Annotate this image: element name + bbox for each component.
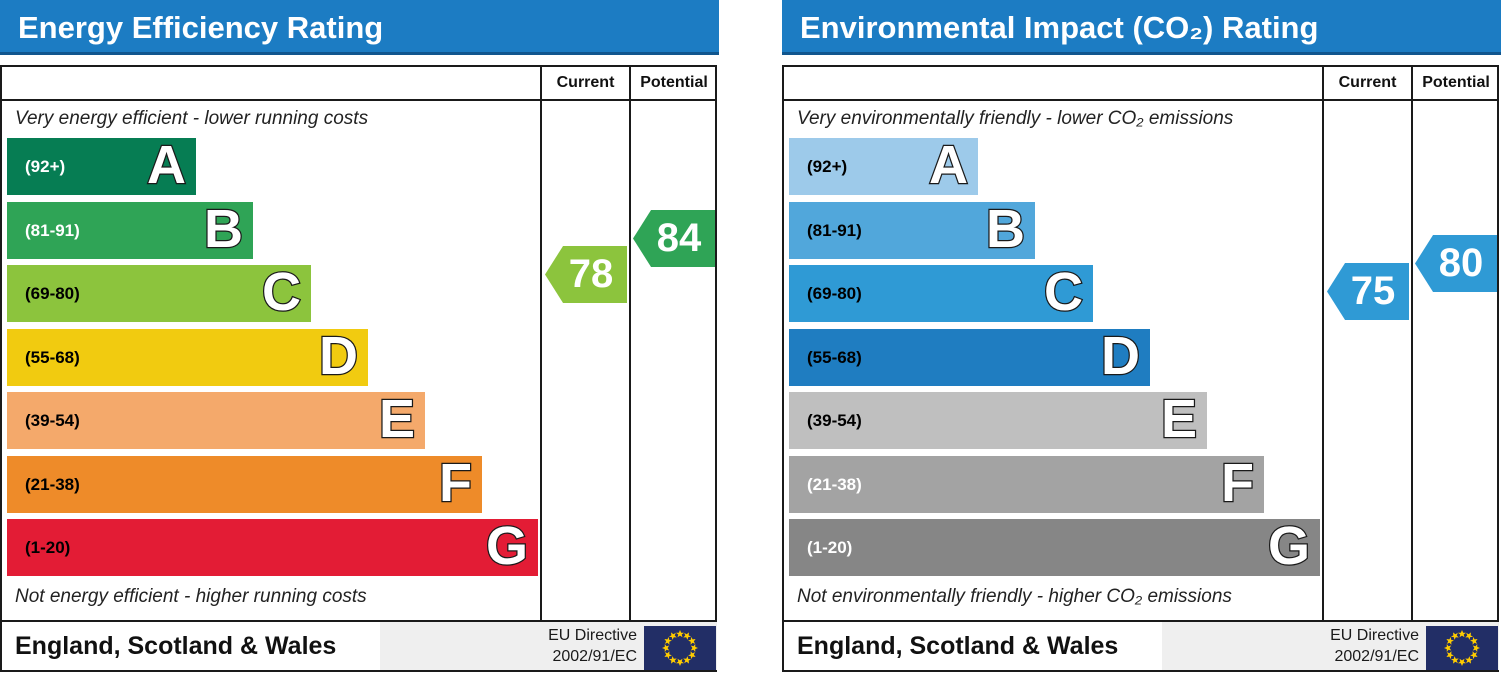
footer-divider [0, 620, 717, 622]
band-row-A: (92+) A [7, 135, 196, 195]
eu-directive-label: EU Directive 2002/91/EC [1297, 625, 1419, 667]
eu-flag-icon [1426, 626, 1498, 670]
band-letter: C [1043, 262, 1085, 322]
band-letter: B [985, 199, 1027, 259]
band-range-label: (1-20) [25, 538, 71, 557]
header-divider [0, 99, 717, 101]
band-letter: C [261, 262, 303, 322]
band-letter: B [203, 199, 245, 259]
rating-table-border [0, 65, 717, 672]
band-letter: E [1160, 389, 1199, 449]
band-letter: A [146, 135, 188, 195]
column-divider [629, 65, 631, 622]
band-range-label: (1-20) [807, 538, 853, 557]
band-row-C: (69-80) C [789, 262, 1093, 322]
band-row-E: (39-54) E [7, 389, 425, 449]
potential-rating-arrow: 84 [633, 210, 715, 267]
band-letter: D [318, 326, 360, 386]
band-range-label: (92+) [25, 157, 66, 176]
eu-directive-label: EU Directive 2002/91/EC [515, 625, 637, 667]
band-range-label: (69-80) [25, 284, 80, 303]
band-row-B: (81-91) B [7, 199, 253, 259]
current-column-header: Current [1338, 74, 1397, 91]
band-letter: F [438, 453, 474, 513]
band-row-E: (39-54) E [789, 389, 1207, 449]
band-range-label: (21-38) [25, 475, 80, 494]
band-letter: E [378, 389, 417, 449]
column-divider [1322, 65, 1324, 622]
header-divider [782, 99, 1499, 101]
band-row-B: (81-91) B [789, 199, 1035, 259]
band-range-label: (39-54) [807, 411, 862, 430]
band-range-label: (81-91) [807, 221, 862, 240]
band-row-D: (55-68) D [789, 326, 1150, 386]
current-rating-value: 75 [1350, 269, 1396, 313]
eu-flag-icon [644, 626, 716, 670]
column-divider [540, 65, 542, 622]
environmental-impact-panel: Environmental Impact (CO₂) Rating Curren… [782, 0, 1501, 675]
band-letter: G [485, 516, 530, 576]
potential-rating-value: 84 [656, 216, 702, 260]
band-letter: D [1100, 326, 1142, 386]
panel-title: Environmental Impact (CO₂) Rating [782, 0, 1501, 55]
band-range-label: (92+) [807, 157, 848, 176]
energy-efficiency-panel: Energy Efficiency Rating Current Potenti… [0, 0, 719, 675]
band-row-F: (21-38) F [789, 453, 1264, 513]
rating-table-border [782, 65, 1499, 672]
eu-directive-line1: EU Directive [548, 627, 637, 644]
potential-rating-value: 80 [1438, 241, 1484, 285]
band-range-label: (55-68) [807, 348, 862, 367]
region-label: England, Scotland & Wales [797, 632, 1119, 660]
current-column-header: Current [556, 74, 615, 91]
band-row-G: (1-20) G [7, 516, 538, 576]
band-letter: A [928, 135, 970, 195]
region-label: England, Scotland & Wales [15, 632, 337, 660]
band-row-D: (55-68) D [7, 326, 368, 386]
current-rating-value: 78 [568, 252, 614, 296]
eu-directive-line2: 2002/91/EC [552, 648, 637, 665]
top-note: Very environmentally friendly - lower CO… [797, 108, 1234, 129]
band-row-A: (92+) A [789, 135, 978, 195]
potential-column-header: Potential [640, 74, 708, 91]
band-range-label: (21-38) [807, 475, 862, 494]
top-note: Very energy efficient - lower running co… [15, 108, 369, 129]
eu-directive-line1: EU Directive [1330, 627, 1419, 644]
bottom-note: Not energy efficient - higher running co… [15, 586, 367, 607]
band-row-F: (21-38) F [7, 453, 482, 513]
bottom-note: Not environmentally friendly - higher CO… [797, 586, 1232, 607]
band-row-G: (1-20) G [789, 516, 1320, 576]
current-rating-arrow: 75 [1327, 263, 1409, 320]
band-range-label: (81-91) [25, 221, 80, 240]
band-row-C: (69-80) C [7, 262, 311, 322]
band-range-label: (39-54) [25, 411, 80, 430]
band-range-label: (69-80) [807, 284, 862, 303]
band-letter: G [1267, 516, 1312, 576]
eu-directive-line2: 2002/91/EC [1334, 648, 1419, 665]
footer-divider [782, 620, 1499, 622]
band-letter: F [1220, 453, 1256, 513]
potential-column-header: Potential [1422, 74, 1490, 91]
column-divider [1411, 65, 1413, 622]
panel-title: Energy Efficiency Rating [0, 0, 719, 55]
potential-rating-arrow: 80 [1415, 235, 1497, 292]
current-rating-arrow: 78 [545, 246, 627, 303]
band-range-label: (55-68) [25, 348, 80, 367]
